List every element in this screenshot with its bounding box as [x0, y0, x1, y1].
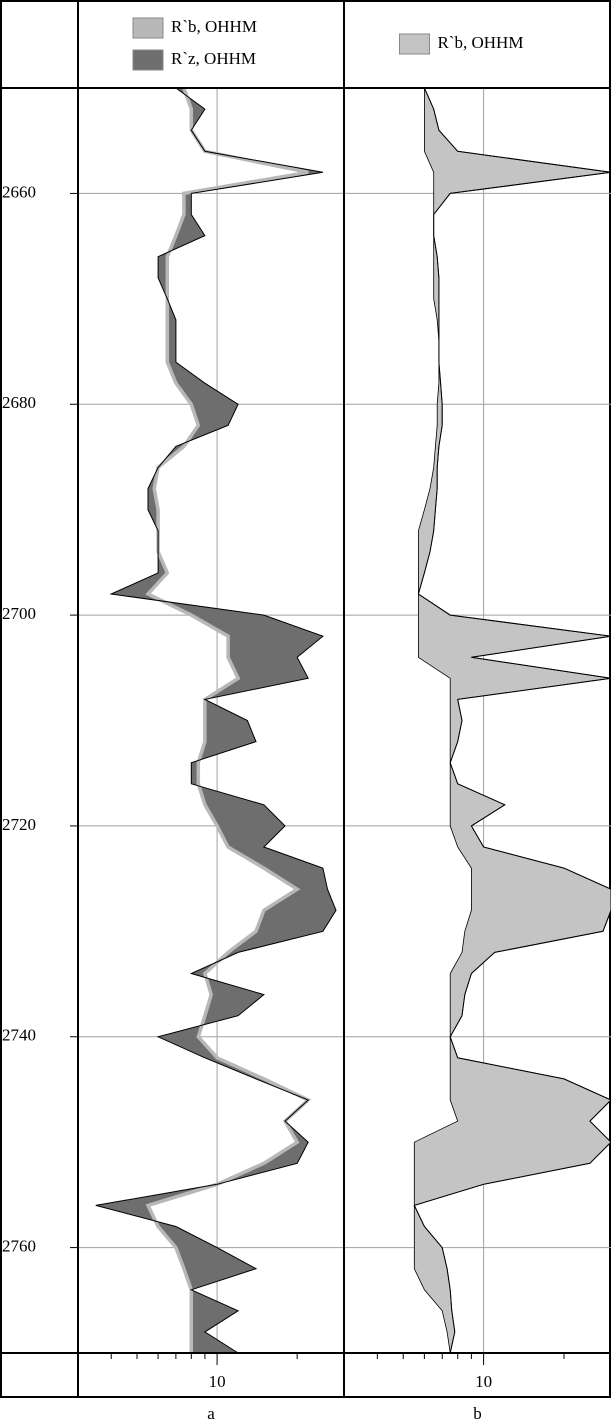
line [413, 87, 611, 1354]
frame [0, 0, 611, 1398]
area-fill [413, 87, 611, 1354]
area-between [95, 88, 336, 1353]
legend-swatch [132, 17, 164, 39]
legend-swatch [399, 33, 430, 55]
line [95, 87, 337, 1354]
x-tick-label: 10 [475, 1372, 492, 1391]
legend-label: R`b, OHHM [171, 17, 257, 36]
y-tick-label: 2720 [2, 815, 36, 834]
x-tick-label: 10 [209, 1372, 226, 1391]
y-tick-label: 2740 [2, 1026, 36, 1045]
y-tick-label: 2760 [2, 1236, 36, 1255]
y-tick-label: 2700 [2, 604, 36, 623]
y-tick-label: 2660 [2, 182, 36, 201]
track-label: a [207, 1404, 215, 1423]
y-tick-label: 2680 [2, 393, 36, 412]
track-label: b [473, 1404, 482, 1423]
legend-label: R`z, OHHM [171, 49, 256, 68]
legend-label: R`b, OHHM [438, 33, 524, 52]
legend-swatch [132, 49, 164, 71]
